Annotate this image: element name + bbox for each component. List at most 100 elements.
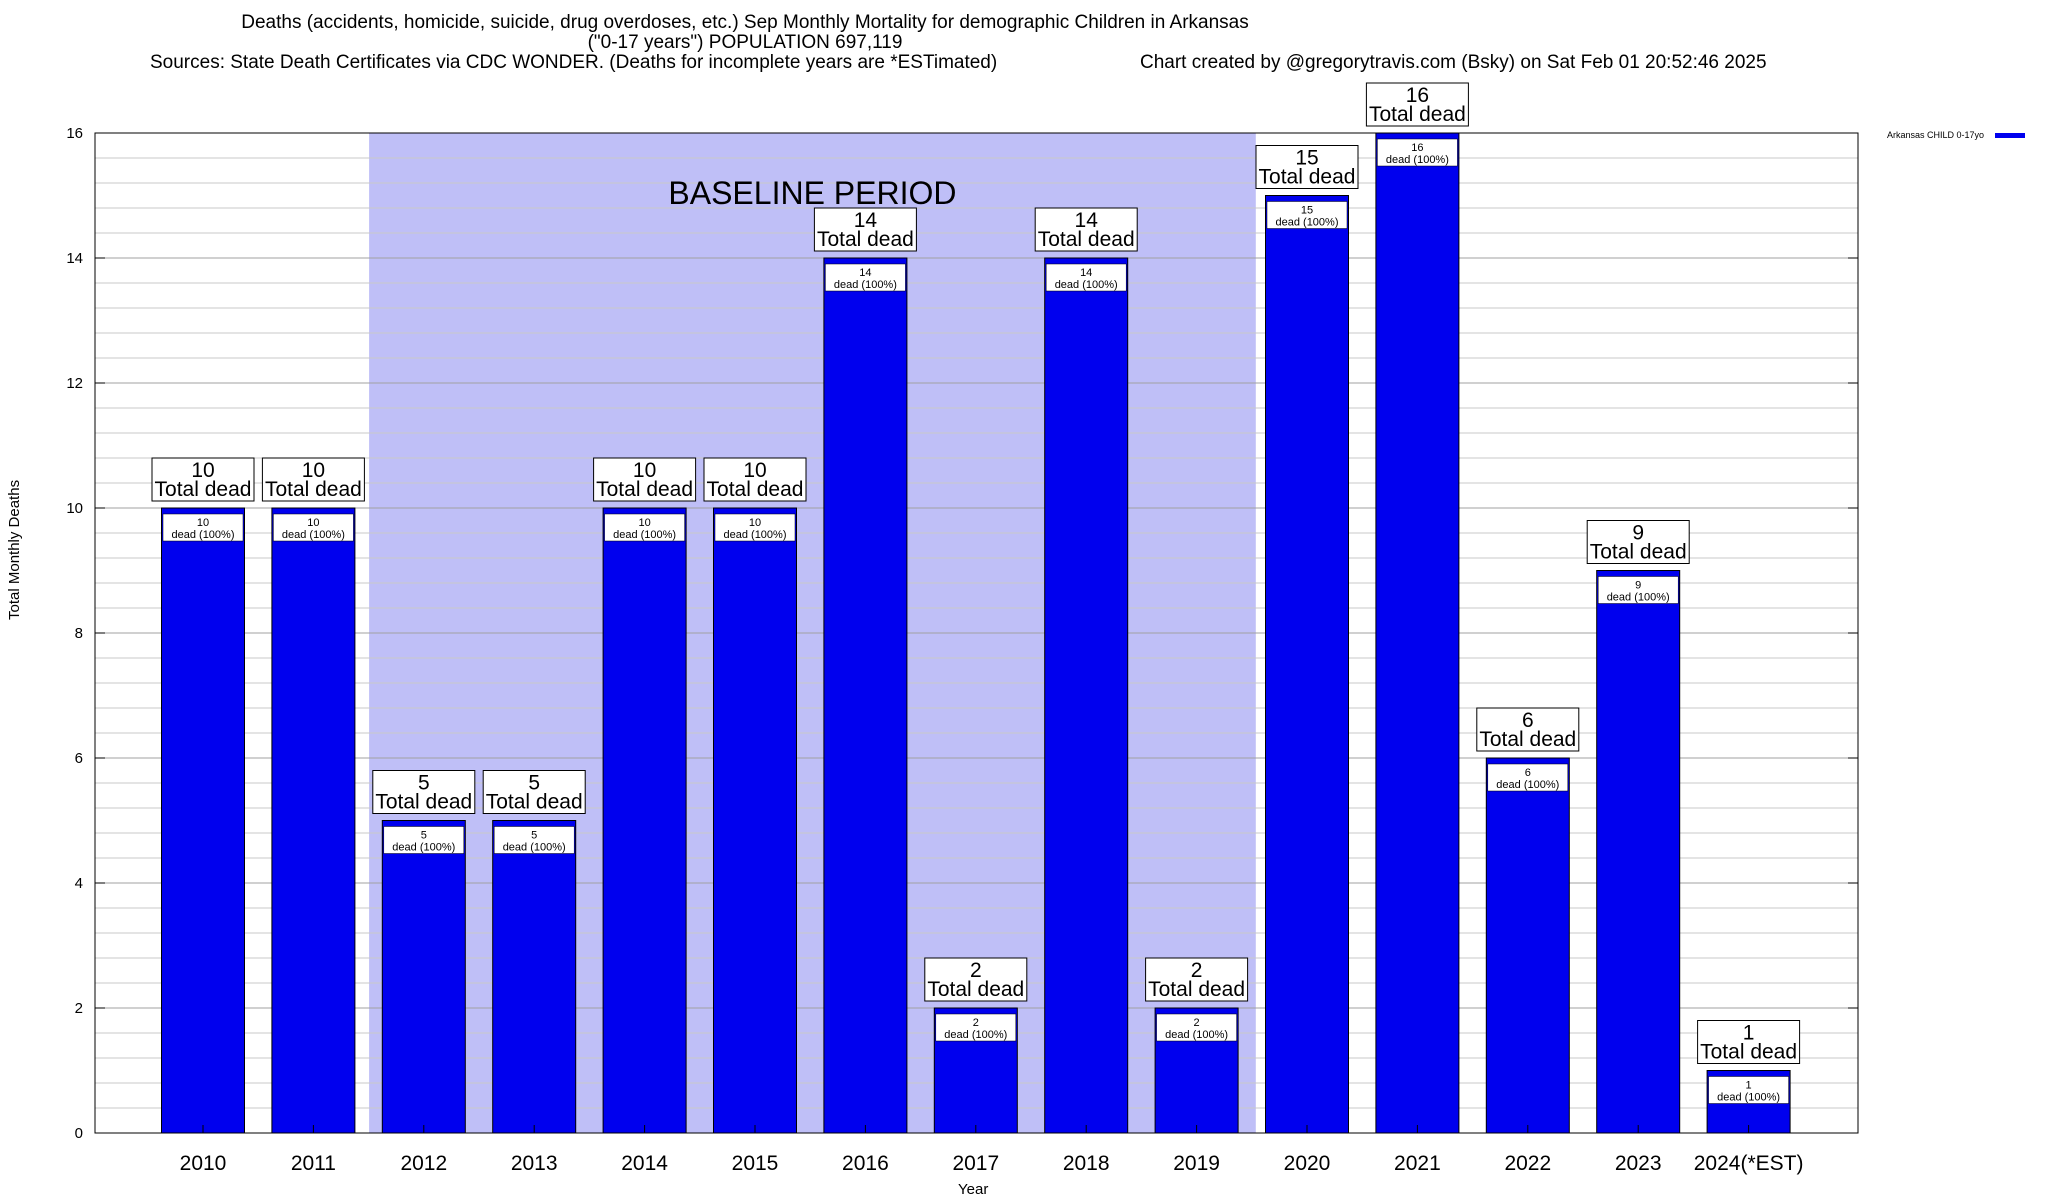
bar-inner-value: 9: [1635, 580, 1641, 592]
bar-inner-label-box: [1156, 1013, 1237, 1042]
bar-total-label-box: [372, 770, 476, 814]
bar: [271, 507, 356, 1134]
bar-total-label-box: [1476, 707, 1580, 752]
bar-inner-value: 16: [1411, 142, 1423, 154]
bar-total-value: 10: [743, 459, 766, 482]
bar: [1375, 132, 1460, 1134]
bar: [823, 257, 908, 1134]
x-tick-label: 2013: [511, 1152, 558, 1175]
bar-inner-label: dead (100%): [1276, 217, 1339, 229]
bar-total-value: 14: [1075, 209, 1099, 232]
bar: [602, 507, 687, 1134]
x-tick-label: 2012: [400, 1152, 447, 1175]
bar-inner-label: dead (100%): [172, 529, 235, 541]
bar: [1265, 195, 1349, 1134]
y-tick-label: 14: [66, 250, 83, 267]
bar-total-value: 6: [1522, 709, 1534, 732]
bar: [1044, 257, 1129, 1134]
bar-inner-label-box: [273, 513, 354, 542]
chart-subtitle: ("0-17 years") POPULATION 697,119: [587, 32, 903, 53]
x-tick-label: 2010: [180, 1152, 227, 1175]
bar-inner-label-box: [714, 513, 796, 542]
bar-total-label: Total dead: [596, 478, 693, 501]
x-tick-label: 2024(*EST): [1694, 1152, 1804, 1175]
bar-total-label-box: [1034, 207, 1138, 252]
bar-inner-label: dead (100%): [392, 842, 455, 854]
bar-inner-label-box: [935, 1013, 1017, 1042]
bar: [161, 507, 245, 1134]
bar-inner-label: dead (100%): [613, 529, 676, 541]
x-axis-label: Year: [958, 1181, 989, 1198]
bar-inner-label-box: [1266, 201, 1348, 229]
bar-inner-label: dead (100%): [1165, 1029, 1228, 1041]
bar-total-value: 5: [528, 772, 540, 795]
y-tick-label: 8: [75, 625, 83, 642]
bar: [1485, 757, 1570, 1134]
bar-total-label-box: [1145, 957, 1249, 1002]
bar-inner-value: 5: [531, 830, 537, 842]
bar-inner-value: 10: [197, 517, 209, 529]
x-tick-label: 2022: [1504, 1152, 1551, 1175]
bar-inner-value: 10: [749, 517, 761, 529]
y-tick-label: 10: [66, 500, 83, 517]
bar-inner-label: dead (100%): [1607, 592, 1670, 604]
x-tick-label: 2020: [1284, 1152, 1331, 1175]
bar-total-label-box: [151, 457, 255, 502]
bar-inner-label-box: [1045, 263, 1127, 292]
bar-inner-label-box: [383, 826, 465, 854]
bar-total-label-box: [1255, 145, 1359, 189]
y-tick-label: 16: [66, 125, 83, 142]
bar-total-label: Total dead: [1369, 103, 1466, 126]
bar-inner-value: 15: [1301, 205, 1313, 217]
bar-inner-value: 5: [421, 830, 427, 842]
bar-inner-value: 10: [638, 517, 650, 529]
bar: [713, 507, 797, 1134]
x-tick-label: 2014: [621, 1152, 668, 1175]
bar: [492, 820, 577, 1134]
bar-inner-value: 14: [859, 267, 871, 279]
bar-inner-value: 14: [1080, 267, 1092, 279]
x-tick-label: 2015: [732, 1152, 779, 1175]
chart-title: Deaths (accidents, homicide, suicide, dr…: [241, 12, 1249, 33]
bar-total-label-box: [593, 457, 697, 502]
y-tick-label: 0: [75, 1125, 83, 1142]
bar-inner-value: 10: [307, 517, 319, 529]
chart-sources: Sources: State Death Certificates via CD…: [150, 52, 998, 73]
bar-total-label-box: [1586, 520, 1690, 564]
bar-total-value: 10: [633, 459, 656, 482]
bar-total-label: Total dead: [927, 978, 1024, 1001]
bar-inner-value: 2: [973, 1017, 979, 1029]
x-tick-label: 2016: [842, 1152, 889, 1175]
bar-total-value: 9: [1632, 522, 1644, 545]
bar-total-label-box: [1365, 82, 1469, 127]
bar-total-label: Total dead: [375, 791, 472, 814]
bar-inner-label-box: [1708, 1076, 1789, 1104]
bar-inner-label: dead (100%): [1386, 154, 1449, 166]
y-tick-label: 12: [66, 375, 83, 392]
x-tick-label: 2018: [1063, 1152, 1110, 1175]
y-tick-label: 2: [75, 1000, 83, 1017]
bar-total-label: Total dead: [1479, 728, 1576, 751]
bar-total-value: 5: [418, 772, 430, 795]
bar-inner-value: 6: [1525, 767, 1531, 779]
bar-total-value: 16: [1406, 84, 1429, 107]
bar-total-value: 1: [1743, 1022, 1755, 1045]
bar-total-label-box: [1697, 1020, 1801, 1064]
bar-inner-label: dead (100%): [834, 279, 897, 291]
bar-inner-label: dead (100%): [282, 529, 345, 541]
bar-inner-label-box: [1377, 138, 1458, 167]
bar-total-label: Total dead: [1148, 978, 1245, 1001]
bar-inner-label-box: [493, 826, 575, 854]
bar-inner-label: dead (100%): [724, 529, 787, 541]
bar-total-label: Total dead: [155, 478, 252, 501]
bar-inner-label: dead (100%): [944, 1029, 1007, 1041]
bar-total-value: 10: [191, 459, 214, 482]
legend-label: Arkansas CHILD 0-17yo: [1887, 130, 1985, 140]
y-tick-label: 6: [75, 750, 83, 767]
bar-total-label: Total dead: [486, 791, 583, 814]
legend-swatch: [1994, 133, 2025, 139]
bar-inner-label-box: [604, 513, 685, 542]
bar-inner-label-box: [825, 263, 906, 292]
legend: Arkansas CHILD 0-17yo: [1887, 130, 2025, 140]
x-tick-label: 2019: [1173, 1152, 1220, 1175]
